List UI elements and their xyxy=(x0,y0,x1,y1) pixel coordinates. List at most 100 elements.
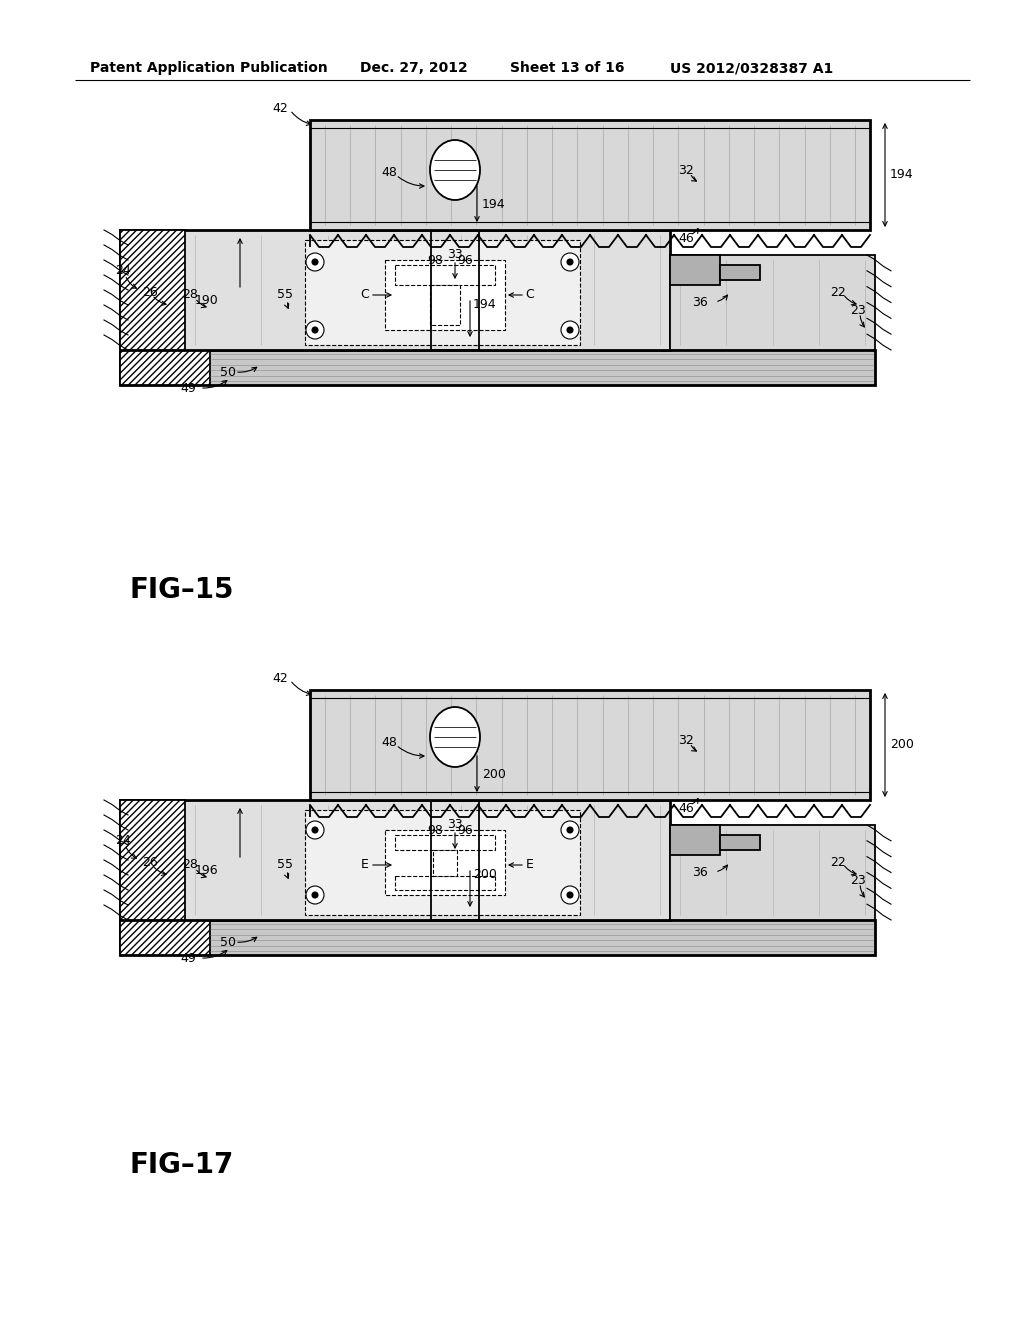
Text: E: E xyxy=(526,858,534,871)
Bar xyxy=(120,350,874,385)
Bar xyxy=(436,300,474,350)
Text: US 2012/0328387 A1: US 2012/0328387 A1 xyxy=(670,61,834,75)
Text: 49: 49 xyxy=(180,381,196,395)
Bar xyxy=(385,830,505,895)
Circle shape xyxy=(561,821,579,840)
Bar xyxy=(310,120,870,230)
Bar xyxy=(120,920,210,954)
Ellipse shape xyxy=(430,708,480,767)
Circle shape xyxy=(306,321,324,339)
Bar xyxy=(670,825,720,855)
Bar xyxy=(120,350,210,385)
Bar xyxy=(310,690,870,800)
Text: 23: 23 xyxy=(850,304,865,317)
Bar xyxy=(430,285,460,325)
Bar xyxy=(120,230,185,350)
Circle shape xyxy=(306,821,324,840)
Text: 42: 42 xyxy=(272,672,288,685)
Circle shape xyxy=(306,253,324,271)
Ellipse shape xyxy=(430,140,480,201)
Text: 28: 28 xyxy=(182,289,198,301)
Bar xyxy=(120,230,670,350)
Text: 96: 96 xyxy=(457,824,473,837)
Text: 50: 50 xyxy=(220,366,236,379)
Bar xyxy=(720,836,760,850)
Text: 26: 26 xyxy=(142,285,158,298)
Circle shape xyxy=(567,327,573,333)
Text: C: C xyxy=(360,289,370,301)
Circle shape xyxy=(561,886,579,904)
Text: 194: 194 xyxy=(890,169,913,181)
Text: 190: 190 xyxy=(195,293,219,306)
Text: 98: 98 xyxy=(427,253,443,267)
Bar xyxy=(431,230,479,350)
Bar xyxy=(436,178,474,230)
Text: 32: 32 xyxy=(678,164,693,177)
Circle shape xyxy=(312,828,318,833)
Bar xyxy=(305,810,580,915)
Bar xyxy=(385,260,505,330)
Text: 24: 24 xyxy=(115,264,131,276)
Text: 42: 42 xyxy=(272,102,288,115)
Circle shape xyxy=(312,327,318,333)
Text: 28: 28 xyxy=(182,858,198,871)
Text: Dec. 27, 2012: Dec. 27, 2012 xyxy=(360,61,468,75)
Text: 23: 23 xyxy=(850,874,865,887)
Bar xyxy=(395,875,495,890)
Text: Sheet 13 of 16: Sheet 13 of 16 xyxy=(510,61,625,75)
Text: 96: 96 xyxy=(457,253,473,267)
Bar xyxy=(670,825,874,920)
Text: FIG–15: FIG–15 xyxy=(130,576,234,605)
Text: FIG–17: FIG–17 xyxy=(130,1151,234,1179)
Text: 55: 55 xyxy=(278,289,293,301)
Text: 48: 48 xyxy=(381,737,397,750)
Text: E: E xyxy=(361,858,369,871)
Text: 24: 24 xyxy=(115,833,131,846)
Text: 55: 55 xyxy=(278,858,293,871)
Bar xyxy=(395,836,495,850)
Bar xyxy=(436,870,474,920)
Circle shape xyxy=(312,259,318,265)
Bar xyxy=(670,255,874,350)
Text: 200: 200 xyxy=(473,869,497,882)
Text: 32: 32 xyxy=(678,734,693,747)
Bar xyxy=(431,800,479,920)
Text: 22: 22 xyxy=(830,855,846,869)
Bar xyxy=(395,265,495,285)
Text: 194: 194 xyxy=(473,298,497,312)
Text: C: C xyxy=(525,289,535,301)
Text: 46: 46 xyxy=(678,801,693,814)
Circle shape xyxy=(567,892,573,898)
Text: 33: 33 xyxy=(447,248,463,261)
Text: 36: 36 xyxy=(692,866,708,879)
Text: 50: 50 xyxy=(220,936,236,949)
Bar xyxy=(120,800,185,920)
Text: 200: 200 xyxy=(890,738,913,751)
Circle shape xyxy=(561,321,579,339)
Bar xyxy=(120,920,874,954)
Text: 46: 46 xyxy=(678,231,693,244)
Text: 26: 26 xyxy=(142,855,158,869)
Bar xyxy=(670,255,720,285)
Circle shape xyxy=(561,253,579,271)
Text: Patent Application Publication: Patent Application Publication xyxy=(90,61,328,75)
Bar xyxy=(433,850,457,875)
Bar xyxy=(431,292,479,300)
Text: 22: 22 xyxy=(830,285,846,298)
Text: 194: 194 xyxy=(482,198,506,210)
Text: 200: 200 xyxy=(482,767,506,780)
Circle shape xyxy=(567,259,573,265)
Bar xyxy=(720,265,760,280)
Text: 36: 36 xyxy=(692,296,708,309)
Bar xyxy=(431,862,479,870)
Text: 33: 33 xyxy=(447,818,463,832)
Bar xyxy=(305,240,580,345)
Circle shape xyxy=(306,886,324,904)
Text: 196: 196 xyxy=(195,863,219,876)
Text: 98: 98 xyxy=(427,824,443,837)
Bar xyxy=(120,800,670,920)
Circle shape xyxy=(567,828,573,833)
Circle shape xyxy=(312,892,318,898)
Text: 49: 49 xyxy=(180,952,196,965)
Text: 48: 48 xyxy=(381,166,397,180)
